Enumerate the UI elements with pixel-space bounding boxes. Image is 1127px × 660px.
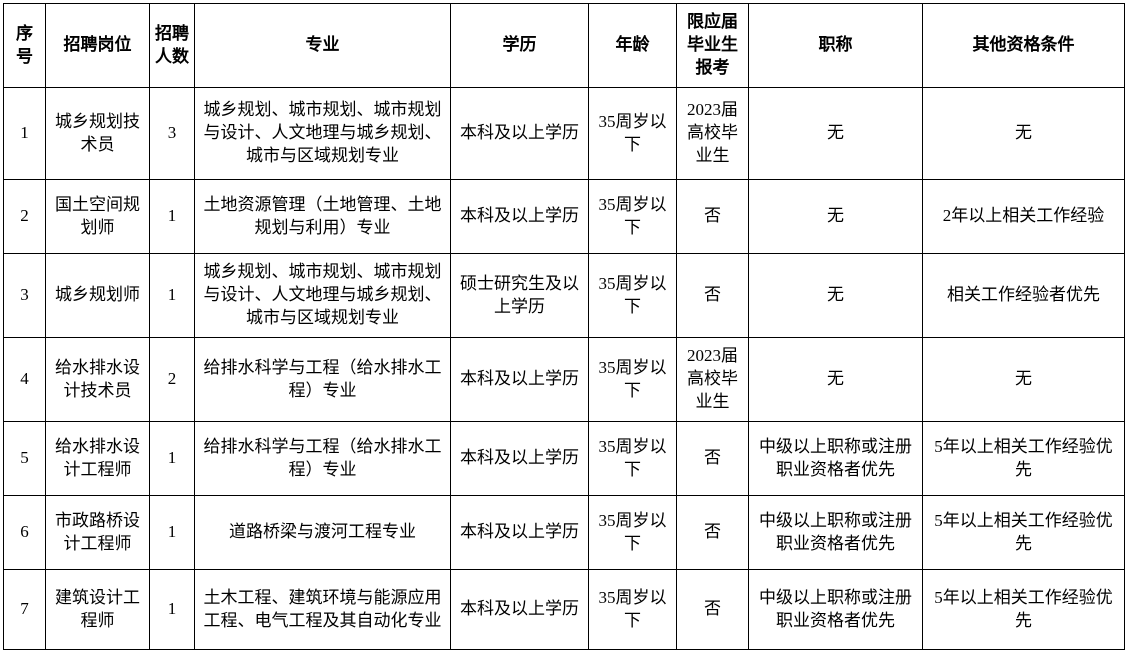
cell-education: 本科及以上学历 [450, 495, 589, 570]
cell-other: 5年以上相关工作经验优先 [922, 421, 1125, 496]
cell-other: 2年以上相关工作经验 [922, 179, 1125, 254]
cell-index: 6 [3, 495, 46, 570]
cell-count: 1 [149, 569, 195, 650]
cell-grad-only: 2023届高校毕业生 [676, 337, 749, 422]
cell-index: 2 [3, 179, 46, 254]
column-header-count: 招聘人数 [149, 3, 195, 88]
cell-major: 给排水科学与工程（给水排水工程）专业 [194, 421, 451, 496]
table-row: 7 建筑设计工程师 1 土木工程、建筑环境与能源应用工程、电气工程及其自动化专业… [3, 569, 1125, 650]
cell-position: 给水排水设计工程师 [45, 421, 150, 496]
cell-title: 中级以上职称或注册职业资格者优先 [748, 421, 923, 496]
cell-grad-only: 否 [676, 421, 749, 496]
cell-count: 2 [149, 337, 195, 422]
cell-age: 35周岁以下 [588, 495, 677, 570]
cell-education: 本科及以上学历 [450, 87, 589, 180]
cell-count: 1 [149, 253, 195, 338]
cell-other: 无 [922, 337, 1125, 422]
table-row: 4 给水排水设计技术员 2 给排水科学与工程（给水排水工程）专业 本科及以上学历… [3, 337, 1125, 422]
recruitment-table: 序号 招聘岗位 招聘人数 专业 学历 年龄 限应届毕业生报考 职称 其他资格条件… [3, 3, 1125, 650]
cell-major: 土木工程、建筑环境与能源应用工程、电气工程及其自动化专业 [194, 569, 451, 650]
table-row: 6 市政路桥设计工程师 1 道路桥梁与渡河工程专业 本科及以上学历 35周岁以下… [3, 495, 1125, 570]
column-header-title: 职称 [748, 3, 923, 88]
cell-title: 无 [748, 253, 923, 338]
table-row: 1 城乡规划技术员 3 城乡规划、城市规划、城市规划与设计、人文地理与城乡规划、… [3, 87, 1125, 180]
cell-education: 本科及以上学历 [450, 337, 589, 422]
column-header-index: 序号 [3, 3, 46, 88]
column-header-major: 专业 [194, 3, 451, 88]
cell-major: 城乡规划、城市规划、城市规划与设计、人文地理与城乡规划、城市与区域规划专业 [194, 87, 451, 180]
cell-position: 城乡规划师 [45, 253, 150, 338]
cell-position: 市政路桥设计工程师 [45, 495, 150, 570]
cell-position: 给水排水设计技术员 [45, 337, 150, 422]
table-row: 3 城乡规划师 1 城乡规划、城市规划、城市规划与设计、人文地理与城乡规划、城市… [3, 253, 1125, 338]
cell-age: 35周岁以下 [588, 87, 677, 180]
cell-count: 1 [149, 179, 195, 254]
header-row: 序号 招聘岗位 招聘人数 专业 学历 年龄 限应届毕业生报考 职称 其他资格条件 [3, 3, 1125, 88]
table-row: 5 给水排水设计工程师 1 给排水科学与工程（给水排水工程）专业 本科及以上学历… [3, 421, 1125, 496]
cell-age: 35周岁以下 [588, 421, 677, 496]
cell-position: 建筑设计工程师 [45, 569, 150, 650]
cell-title: 中级以上职称或注册职业资格者优先 [748, 495, 923, 570]
cell-count: 1 [149, 421, 195, 496]
column-header-education: 学历 [450, 3, 589, 88]
cell-major: 给排水科学与工程（给水排水工程）专业 [194, 337, 451, 422]
column-header-other: 其他资格条件 [922, 3, 1125, 88]
cell-education: 本科及以上学历 [450, 569, 589, 650]
cell-grad-only: 否 [676, 569, 749, 650]
cell-education: 硕士研究生及以上学历 [450, 253, 589, 338]
cell-grad-only: 2023届高校毕业生 [676, 87, 749, 180]
cell-count: 3 [149, 87, 195, 180]
cell-position: 城乡规划技术员 [45, 87, 150, 180]
cell-index: 7 [3, 569, 46, 650]
cell-other: 5年以上相关工作经验优先 [922, 569, 1125, 650]
cell-grad-only: 否 [676, 253, 749, 338]
cell-index: 5 [3, 421, 46, 496]
cell-age: 35周岁以下 [588, 253, 677, 338]
cell-title: 无 [748, 337, 923, 422]
cell-title: 无 [748, 179, 923, 254]
cell-age: 35周岁以下 [588, 569, 677, 650]
cell-other: 无 [922, 87, 1125, 180]
cell-index: 3 [3, 253, 46, 338]
cell-other: 相关工作经验者优先 [922, 253, 1125, 338]
cell-major: 城乡规划、城市规划、城市规划与设计、人文地理与城乡规划、城市与区域规划专业 [194, 253, 451, 338]
column-header-position: 招聘岗位 [45, 3, 150, 88]
cell-other: 5年以上相关工作经验优先 [922, 495, 1125, 570]
cell-age: 35周岁以下 [588, 179, 677, 254]
cell-age: 35周岁以下 [588, 337, 677, 422]
cell-grad-only: 否 [676, 179, 749, 254]
cell-count: 1 [149, 495, 195, 570]
cell-title: 无 [748, 87, 923, 180]
cell-education: 本科及以上学历 [450, 179, 589, 254]
cell-grad-only: 否 [676, 495, 749, 570]
cell-index: 4 [3, 337, 46, 422]
table-row: 2 国土空间规划师 1 土地资源管理（土地管理、土地规划与利用）专业 本科及以上… [3, 179, 1125, 254]
cell-major: 道路桥梁与渡河工程专业 [194, 495, 451, 570]
table-header: 序号 招聘岗位 招聘人数 专业 学历 年龄 限应届毕业生报考 职称 其他资格条件 [3, 3, 1125, 88]
table-body: 1 城乡规划技术员 3 城乡规划、城市规划、城市规划与设计、人文地理与城乡规划、… [3, 87, 1125, 650]
cell-title: 中级以上职称或注册职业资格者优先 [748, 569, 923, 650]
column-header-grad-only: 限应届毕业生报考 [676, 3, 749, 88]
cell-major: 土地资源管理（土地管理、土地规划与利用）专业 [194, 179, 451, 254]
cell-education: 本科及以上学历 [450, 421, 589, 496]
cell-position: 国土空间规划师 [45, 179, 150, 254]
cell-index: 1 [3, 87, 46, 180]
column-header-age: 年龄 [588, 3, 677, 88]
